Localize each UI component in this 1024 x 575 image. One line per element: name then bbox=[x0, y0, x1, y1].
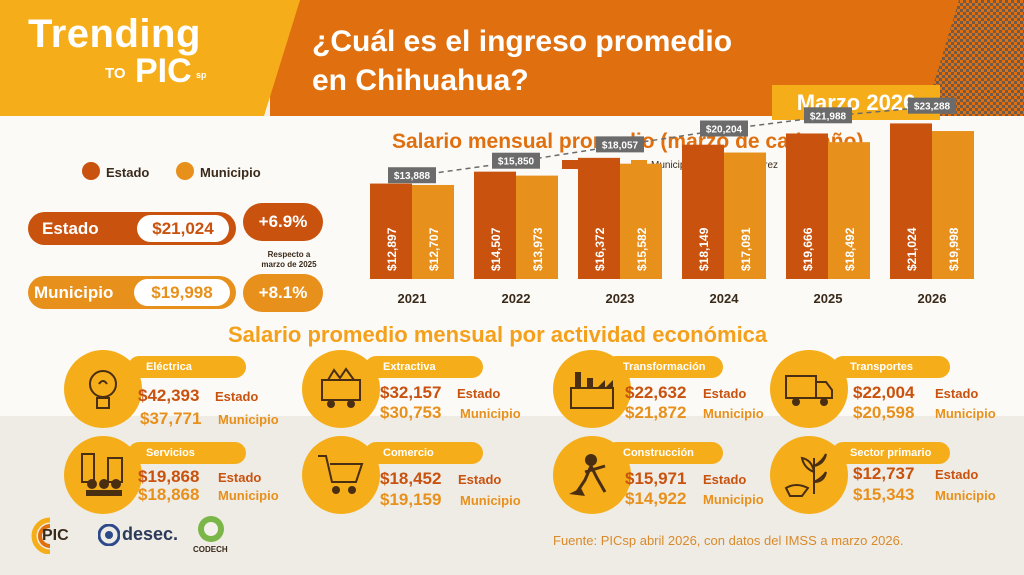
worker-shovel-icon bbox=[569, 454, 607, 496]
brand-to: TO bbox=[105, 65, 126, 82]
card-estado-value-comercio: $18,452 bbox=[380, 469, 442, 488]
card-estado-label-electrica: Estado bbox=[215, 389, 259, 404]
card-municipio-label-servicios: Municipio bbox=[218, 488, 279, 503]
people-icon bbox=[81, 453, 123, 496]
card-municipio-value-sector-primario: $15,343 bbox=[853, 485, 915, 504]
change-note: Respecto a marzo de 2025 bbox=[244, 250, 334, 270]
legend-municipio-label: Municipio bbox=[200, 165, 261, 180]
mine-cart-icon bbox=[321, 367, 361, 408]
estado-label: Estado bbox=[42, 219, 99, 238]
card-estado-label-servicios: Estado bbox=[218, 470, 262, 485]
headline: ¿Cuál es el ingreso promedio en Chihuahu… bbox=[312, 22, 732, 100]
date-badge: Marzo 2026 bbox=[772, 85, 940, 120]
card-estado-value-sector-primario: $12,737 bbox=[853, 464, 915, 483]
note-line2: marzo de 2025 bbox=[261, 260, 317, 269]
card-municipio-label-transformacion: Municipio bbox=[703, 406, 764, 421]
card-municipio-label-sector-primario: Municipio bbox=[935, 488, 996, 503]
card-estado-value-servicios: $19,868 bbox=[138, 467, 200, 486]
card-title-comercio: Comercio bbox=[365, 442, 483, 464]
municipio-change: +8.1% bbox=[243, 274, 323, 312]
estado-change: +6.9% bbox=[243, 203, 323, 241]
card-title-electrica: Eléctrica bbox=[128, 356, 246, 378]
plant-icon bbox=[784, 453, 827, 497]
card-municipio-value-servicios: $18,868 bbox=[138, 485, 200, 504]
note-line1: Respecto a bbox=[267, 250, 311, 259]
brand-title: Trending bbox=[28, 12, 201, 56]
footer-codech: CODECH bbox=[193, 545, 228, 554]
brand-sp: sp bbox=[196, 70, 207, 80]
headline-line1: ¿Cuál es el ingreso promedio bbox=[312, 25, 733, 58]
card-municipio-label-comercio: Municipio bbox=[460, 493, 521, 508]
card-estado-value-construccion: $15,971 bbox=[625, 469, 687, 488]
chart-title: Salario mensual promedio (marzo de cada … bbox=[392, 130, 864, 153]
card-estado-label-transportes: Estado bbox=[935, 386, 979, 401]
legend-estado-dot bbox=[82, 162, 100, 180]
card-estado-value-transportes: $22,004 bbox=[853, 383, 915, 402]
estado-value: $21,024 bbox=[137, 215, 229, 242]
card-estado-value-extractiva: $32,157 bbox=[380, 383, 442, 402]
legend-municipio-dot bbox=[176, 162, 194, 180]
card-estado-value-electrica: $42,393 bbox=[138, 386, 200, 405]
card-municipio-label-extractiva: Municipio bbox=[460, 406, 521, 421]
activities-title: Salario promedio mensual por actividad e… bbox=[228, 322, 768, 347]
card-title-extractiva: Extractiva bbox=[365, 356, 483, 378]
card-title-servicios: Servicios bbox=[128, 442, 246, 464]
municipio-label: Municipio bbox=[34, 283, 114, 302]
desec-logo-icon bbox=[98, 524, 120, 546]
source-note: Fuente: PICsp abril 2026, con datos del … bbox=[553, 533, 904, 548]
footer-pic: PIC bbox=[42, 527, 69, 544]
lightbulb-icon bbox=[89, 370, 117, 409]
card-municipio-label-transportes: Municipio bbox=[935, 406, 996, 421]
card-municipio-label-electrica: Municipio bbox=[218, 412, 279, 427]
card-estado-value-transformacion: $22,632 bbox=[625, 383, 687, 402]
card-estado-label-comercio: Estado bbox=[458, 472, 502, 487]
card-estado-label-transformacion: Estado bbox=[703, 386, 747, 401]
card-municipio-value-construccion: $14,922 bbox=[625, 489, 687, 508]
card-municipio-value-transportes: $20,598 bbox=[853, 403, 915, 422]
card-estado-label-construccion: Estado bbox=[703, 472, 747, 487]
card-title-construccion: Construcción bbox=[605, 442, 723, 464]
codech-logo-icon bbox=[198, 516, 224, 542]
card-municipio-value-electrica: $37,771 bbox=[140, 409, 202, 428]
factory-icon bbox=[570, 372, 614, 409]
truck-icon bbox=[785, 375, 833, 406]
municipio-value: $19,998 bbox=[134, 279, 230, 306]
card-municipio-value-comercio: $19,159 bbox=[380, 490, 442, 509]
brand-panel bbox=[0, 0, 300, 116]
card-estado-label-extractiva: Estado bbox=[457, 386, 501, 401]
card-municipio-value-extractiva: $30,753 bbox=[380, 403, 442, 422]
card-title-transportes: Transportes bbox=[832, 356, 950, 378]
shopping-cart-icon bbox=[318, 455, 364, 494]
footer-desec: desec. bbox=[122, 524, 179, 544]
card-municipio-value-transformacion: $21,872 bbox=[625, 403, 687, 422]
brand-pic: PIC bbox=[135, 52, 192, 90]
headline-line2: en Chihuahua? bbox=[312, 64, 529, 97]
pic-logo-icon bbox=[31, 517, 51, 554]
card-title-transformacion: Transformación bbox=[605, 356, 723, 378]
card-title-sector-primario: Sector primario bbox=[832, 442, 950, 464]
card-estado-label-sector-primario: Estado bbox=[935, 467, 979, 482]
card-municipio-label-construccion: Municipio bbox=[703, 492, 764, 507]
legend-estado-label: Estado bbox=[106, 165, 150, 180]
